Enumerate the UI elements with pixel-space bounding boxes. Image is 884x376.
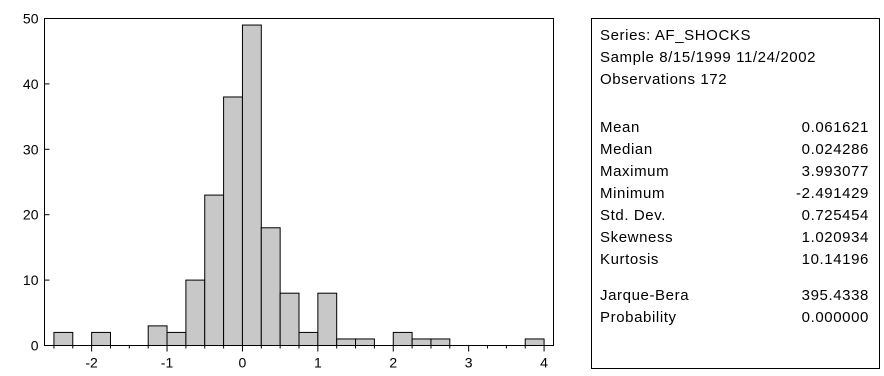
x-tick-label: 0 (239, 355, 247, 371)
stat-value: 1.020934 (801, 229, 869, 246)
x-tick-label: 1 (314, 355, 322, 371)
stat-label: Minimum (600, 185, 666, 202)
stat-label: Kurtosis (600, 251, 659, 268)
histogram-chart: 0 10 20 30 40 50 -2 -1 0 1 2 3 4 (23, 11, 554, 371)
x-tick-label: 4 (540, 355, 548, 371)
stat-label: Skewness (600, 229, 674, 246)
x-tick-label: -1 (161, 355, 174, 371)
stat-label: Mean (600, 119, 640, 136)
x-tick-label: -2 (85, 355, 98, 371)
histogram-bar (91, 331, 111, 347)
observations-count: Observations 172 (600, 71, 728, 88)
stat-label: Maximum (600, 163, 670, 180)
stat-label: Median (600, 141, 653, 158)
histogram-bar (223, 96, 243, 347)
sample-range: Sample 8/15/1999 11/24/2002 (600, 49, 817, 66)
statistics-panel: Series: AF_SHOCKS Sample 8/15/1999 11/24… (591, 18, 880, 369)
histogram-bar (355, 338, 375, 346)
y-tick-label: 50 (23, 11, 39, 27)
histogram-bar (317, 292, 338, 346)
histogram-bars (53, 24, 545, 347)
y-tick-label: 0 (31, 338, 39, 354)
series-name: Series: AF_SHOCKS (600, 27, 752, 44)
stat-label: Jarque-Bera (600, 287, 690, 304)
histogram-bar (524, 338, 545, 346)
x-tick-label: 2 (389, 355, 397, 371)
histogram-bar (204, 194, 225, 346)
y-tick-label: 10 (23, 272, 39, 288)
y-axis: 0 10 20 30 40 50 (23, 11, 50, 354)
y-tick-label: 30 (23, 141, 39, 157)
histogram-bar (241, 24, 262, 346)
y-tick-label: 20 (23, 207, 39, 223)
stat-value: 0.061621 (801, 119, 869, 136)
stat-value: 0.000000 (801, 309, 869, 326)
histogram-bar (336, 338, 357, 346)
histogram-bar (411, 338, 432, 346)
histogram-bar (279, 292, 300, 346)
x-axis: -2 -1 0 1 2 3 4 (53, 345, 548, 371)
stat-value: 10.14196 (801, 251, 869, 268)
stat-value: 395.4338 (801, 287, 869, 304)
histogram-bar (430, 338, 451, 346)
stat-value: 3.993077 (801, 163, 869, 180)
stat-label: Probability (600, 309, 677, 326)
stat-label: Std. Dev. (600, 207, 666, 224)
histogram-bar (166, 331, 187, 347)
y-tick-label: 40 (23, 76, 39, 92)
stat-value: 0.725454 (801, 207, 869, 224)
histogram-bar (185, 279, 206, 347)
histogram-bar (392, 331, 413, 347)
x-tick-label: 3 (465, 355, 473, 371)
histogram-bar (298, 331, 319, 347)
histogram-bar (147, 325, 168, 347)
histogram-bar (260, 227, 281, 346)
stat-value: 0.024286 (801, 141, 869, 158)
stat-value: -2.491429 (796, 185, 869, 202)
histogram-bar (53, 331, 74, 347)
